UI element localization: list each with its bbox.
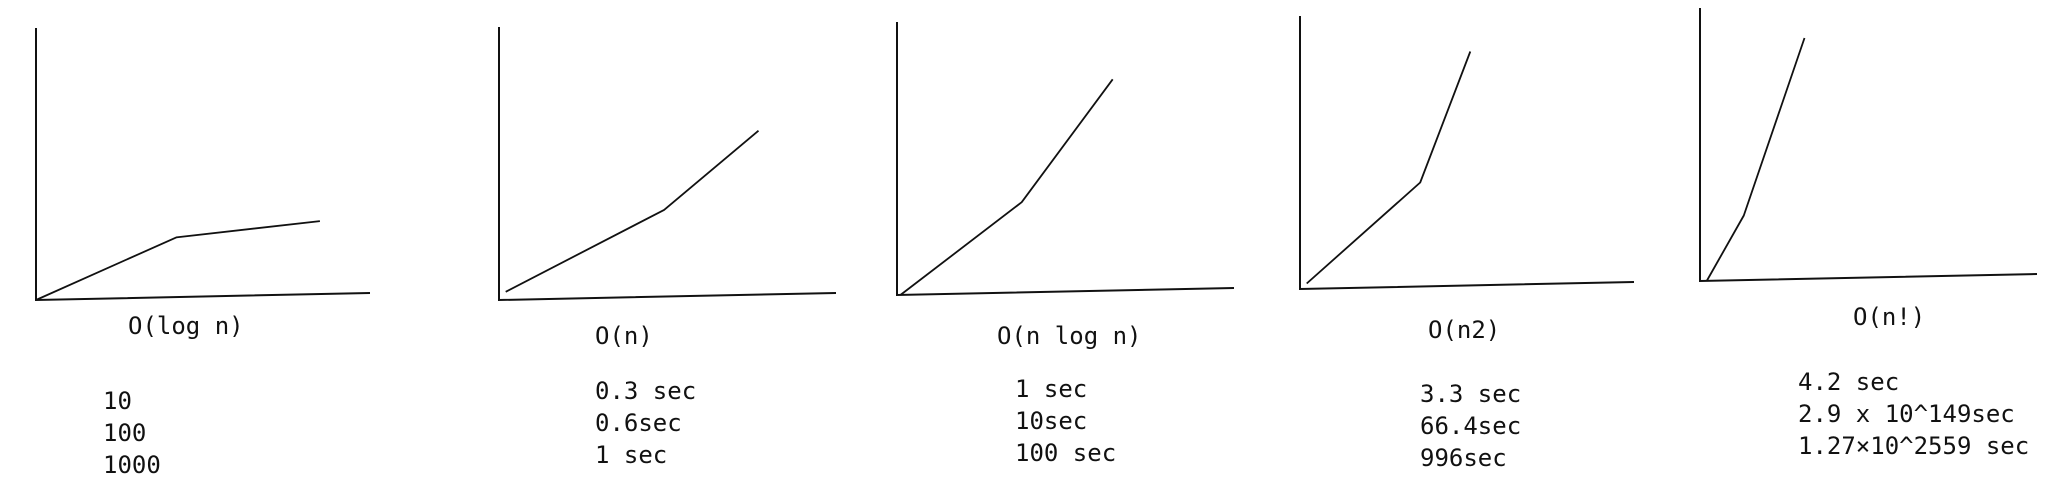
growth-curve [899,78,1114,296]
value-line: 66.4sec [1420,412,1521,440]
panel-n: O(n) 0.3 sec 0.6sec 1 sec [498,27,837,469]
axes [35,28,371,302]
complexity-label: O(log n) [128,312,244,340]
value-line: 100 [103,419,146,447]
value-line: 1 sec [595,441,667,469]
axes [1699,8,2038,283]
value-line: 10 [103,387,132,415]
panel-n-log-n: O(n log n) 1 sec 10sec 100 sec [896,22,1235,467]
axes [896,22,1235,297]
axes [498,27,837,302]
growth-curve [505,130,760,293]
value-line: 1 sec [1015,375,1087,403]
value-line: 4.2 sec [1798,368,1899,396]
value-line: 3.3 sec [1420,380,1521,408]
value-line: 0.3 sec [595,377,696,405]
complexity-label: O(n2) [1428,316,1500,344]
growth-curve [1306,51,1472,285]
value-line: 0.6sec [595,409,682,437]
panel-log-n: O(log n) 10 100 1000 [35,28,371,479]
value-line: 1000 [103,451,161,479]
complexity-label: O(n log n) [997,322,1142,350]
value-line: 100 sec [1015,439,1116,467]
complexity-label: O(n!) [1853,303,1925,331]
value-line: 10sec [1015,407,1087,435]
axes [1299,16,1635,291]
value-line: 996sec [1420,444,1507,472]
complexity-label: O(n) [595,322,653,350]
panel-n-factorial: O(n!) 4.2 sec 2.9 x 10^149sec 1.27×10^25… [1699,8,2038,460]
growth-curve [1705,37,1806,282]
growth-curve [35,220,321,301]
value-line: 2.9 x 10^149sec [1798,400,2015,428]
value-line: 1.27×10^2559 sec [1798,432,2029,460]
panel-n2: O(n2) 3.3 sec 66.4sec 996sec [1299,16,1635,472]
